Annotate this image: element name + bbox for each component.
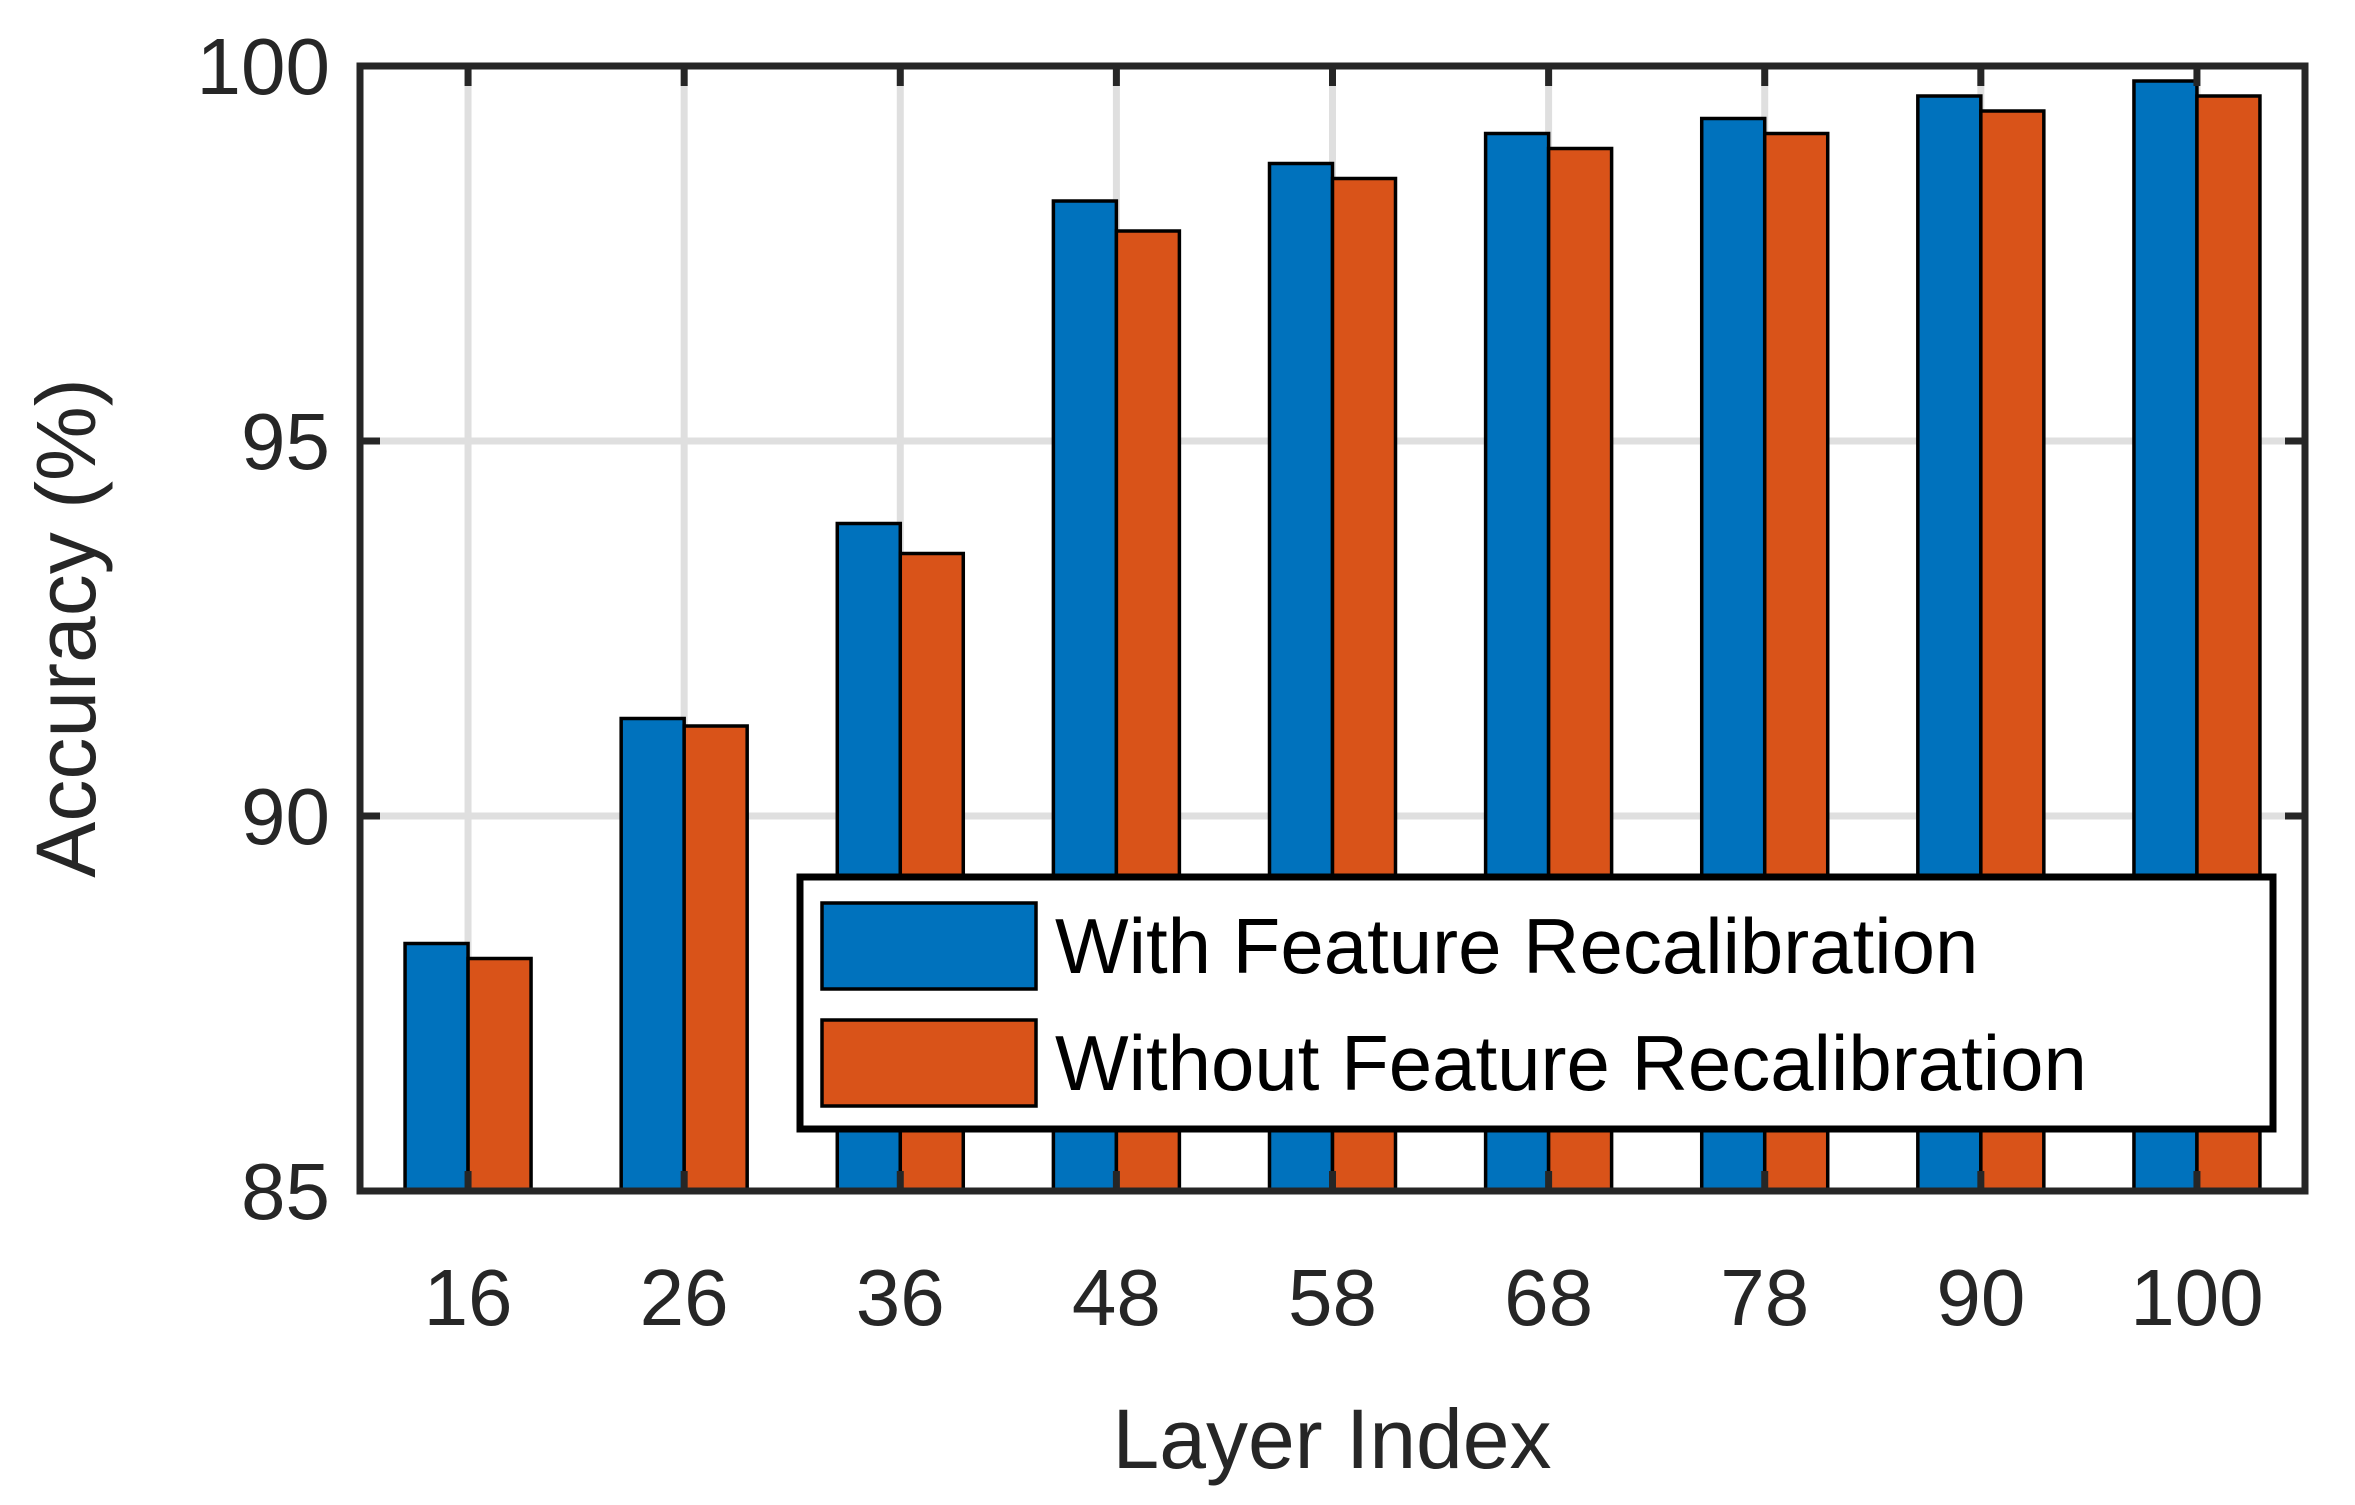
x-tick-label: 100: [2130, 1253, 2263, 1342]
legend-swatch-with-recalibration: [820, 901, 1038, 991]
x-tick-label: 48: [1072, 1253, 1161, 1342]
y-tick-labels: 85 90 95 100: [197, 22, 330, 1236]
x-axis-label: Layer Index: [1113, 1392, 1552, 1486]
legend-swatch-without-recalibration: [820, 1018, 1038, 1108]
x-tick-labels: 16 26 36 48 58 68 78 90 100: [424, 1253, 2264, 1342]
y-tick-label: 85: [241, 1147, 330, 1236]
x-tick-label: 16: [424, 1253, 513, 1342]
y-axis-label: Accuracy (%): [19, 378, 113, 877]
y-tick-label: 95: [241, 397, 330, 486]
plot-frame: [356, 62, 2309, 1195]
y-tick-label: 90: [241, 772, 330, 861]
x-tick-label: 68: [1504, 1253, 1593, 1342]
x-tick-label: 78: [1720, 1253, 1809, 1342]
bar-without-recalibration-16: [466, 956, 533, 1193]
x-tick-label: 58: [1288, 1253, 1377, 1342]
x-tick-label: 36: [856, 1253, 945, 1342]
y-tick-label: 100: [197, 22, 330, 111]
legend: With Feature Recalibration Without Featu…: [796, 873, 2277, 1133]
legend-label-with-recalibration: With Feature Recalibration: [1055, 902, 1978, 990]
bar-without-recalibration-26: [682, 724, 749, 1193]
bar-with-recalibration-26: [619, 716, 686, 1193]
legend-label-without-recalibration: Without Feature Recalibration: [1055, 1019, 2087, 1107]
x-tick-label: 26: [640, 1253, 729, 1342]
x-tick-label: 90: [1936, 1253, 2025, 1342]
legend-box: [796, 873, 2277, 1133]
bar-with-recalibration-16: [403, 941, 470, 1193]
